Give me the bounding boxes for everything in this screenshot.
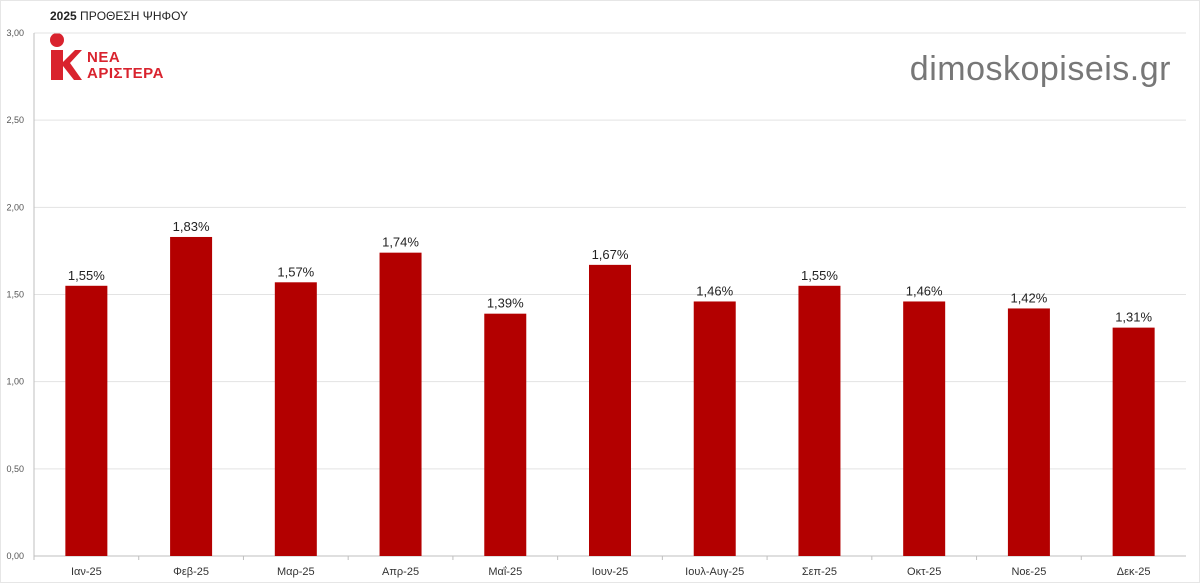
x-tick-label: Δεκ-25 — [1117, 566, 1151, 578]
x-tick-label: Οκτ-25 — [907, 566, 941, 578]
bar-data-label: 1,46% — [696, 283, 733, 298]
x-tick-label: Νοε-25 — [1011, 566, 1046, 578]
chart-title: 2025 ΠΡΟΘΕΣΗ ΨΗΦΟΥ — [50, 9, 188, 23]
bar — [903, 301, 946, 556]
bar-data-label: 1,74% — [382, 235, 419, 250]
y-tick-label: 0,00 — [6, 551, 24, 561]
y-tick-label: 3,00 — [6, 28, 24, 38]
party-logo-line1: ΝΕΑ — [87, 49, 121, 66]
x-tick-label: Μαρ-25 — [277, 566, 315, 578]
y-tick-label: 2,00 — [6, 202, 24, 212]
y-tick-label: 2,50 — [6, 115, 24, 125]
chart-title-text: ΠΡΟΘΕΣΗ ΨΗΦΟΥ — [80, 9, 189, 23]
party-logo-line2: ΑΡΙΣΤΕΡΑ — [87, 65, 164, 82]
bar-data-label: 1,57% — [277, 264, 314, 279]
bar-data-label: 1,42% — [1010, 290, 1047, 305]
bar — [1112, 327, 1155, 556]
bar — [589, 264, 631, 556]
x-tick-label: Φεβ-25 — [173, 566, 209, 578]
x-tick-label: Ιουν-25 — [592, 566, 629, 578]
bar — [170, 236, 213, 556]
bar-data-label: 1,39% — [487, 296, 524, 311]
bar — [798, 285, 841, 556]
x-tick-label: Μαΐ-25 — [488, 566, 522, 578]
chart-title-year: 2025 — [50, 9, 77, 23]
y-tick-label: 0,50 — [6, 464, 24, 474]
x-tick-label: Απρ-25 — [382, 566, 419, 578]
bar — [65, 285, 108, 556]
bar — [1007, 308, 1050, 556]
x-tick-label: Ιουλ-Αυγ-25 — [685, 566, 744, 578]
site-watermark: dimoskopiseis.gr — [909, 50, 1171, 88]
bar — [484, 313, 527, 556]
bar — [274, 282, 317, 556]
party-logo: ΝΕΑ ΑΡΙΣΤΕΡΑ — [48, 32, 178, 84]
bar-data-label: 1,55% — [801, 268, 838, 283]
y-tick-label: 1,00 — [6, 377, 24, 387]
bar-data-label: 1,55% — [68, 268, 105, 283]
y-tick-label: 1,50 — [6, 290, 24, 300]
x-tick-label: Ιαν-25 — [71, 566, 102, 578]
bar-data-label: 1,46% — [906, 283, 943, 298]
bar-data-label: 1,31% — [1115, 310, 1152, 325]
bar-data-label: 1,67% — [592, 247, 629, 262]
party-logo-mark-icon — [50, 33, 82, 80]
x-tick-label: Σεπ-25 — [802, 566, 837, 578]
bar — [693, 301, 736, 556]
bar-data-label: 1,83% — [173, 219, 210, 234]
bar — [379, 252, 422, 556]
